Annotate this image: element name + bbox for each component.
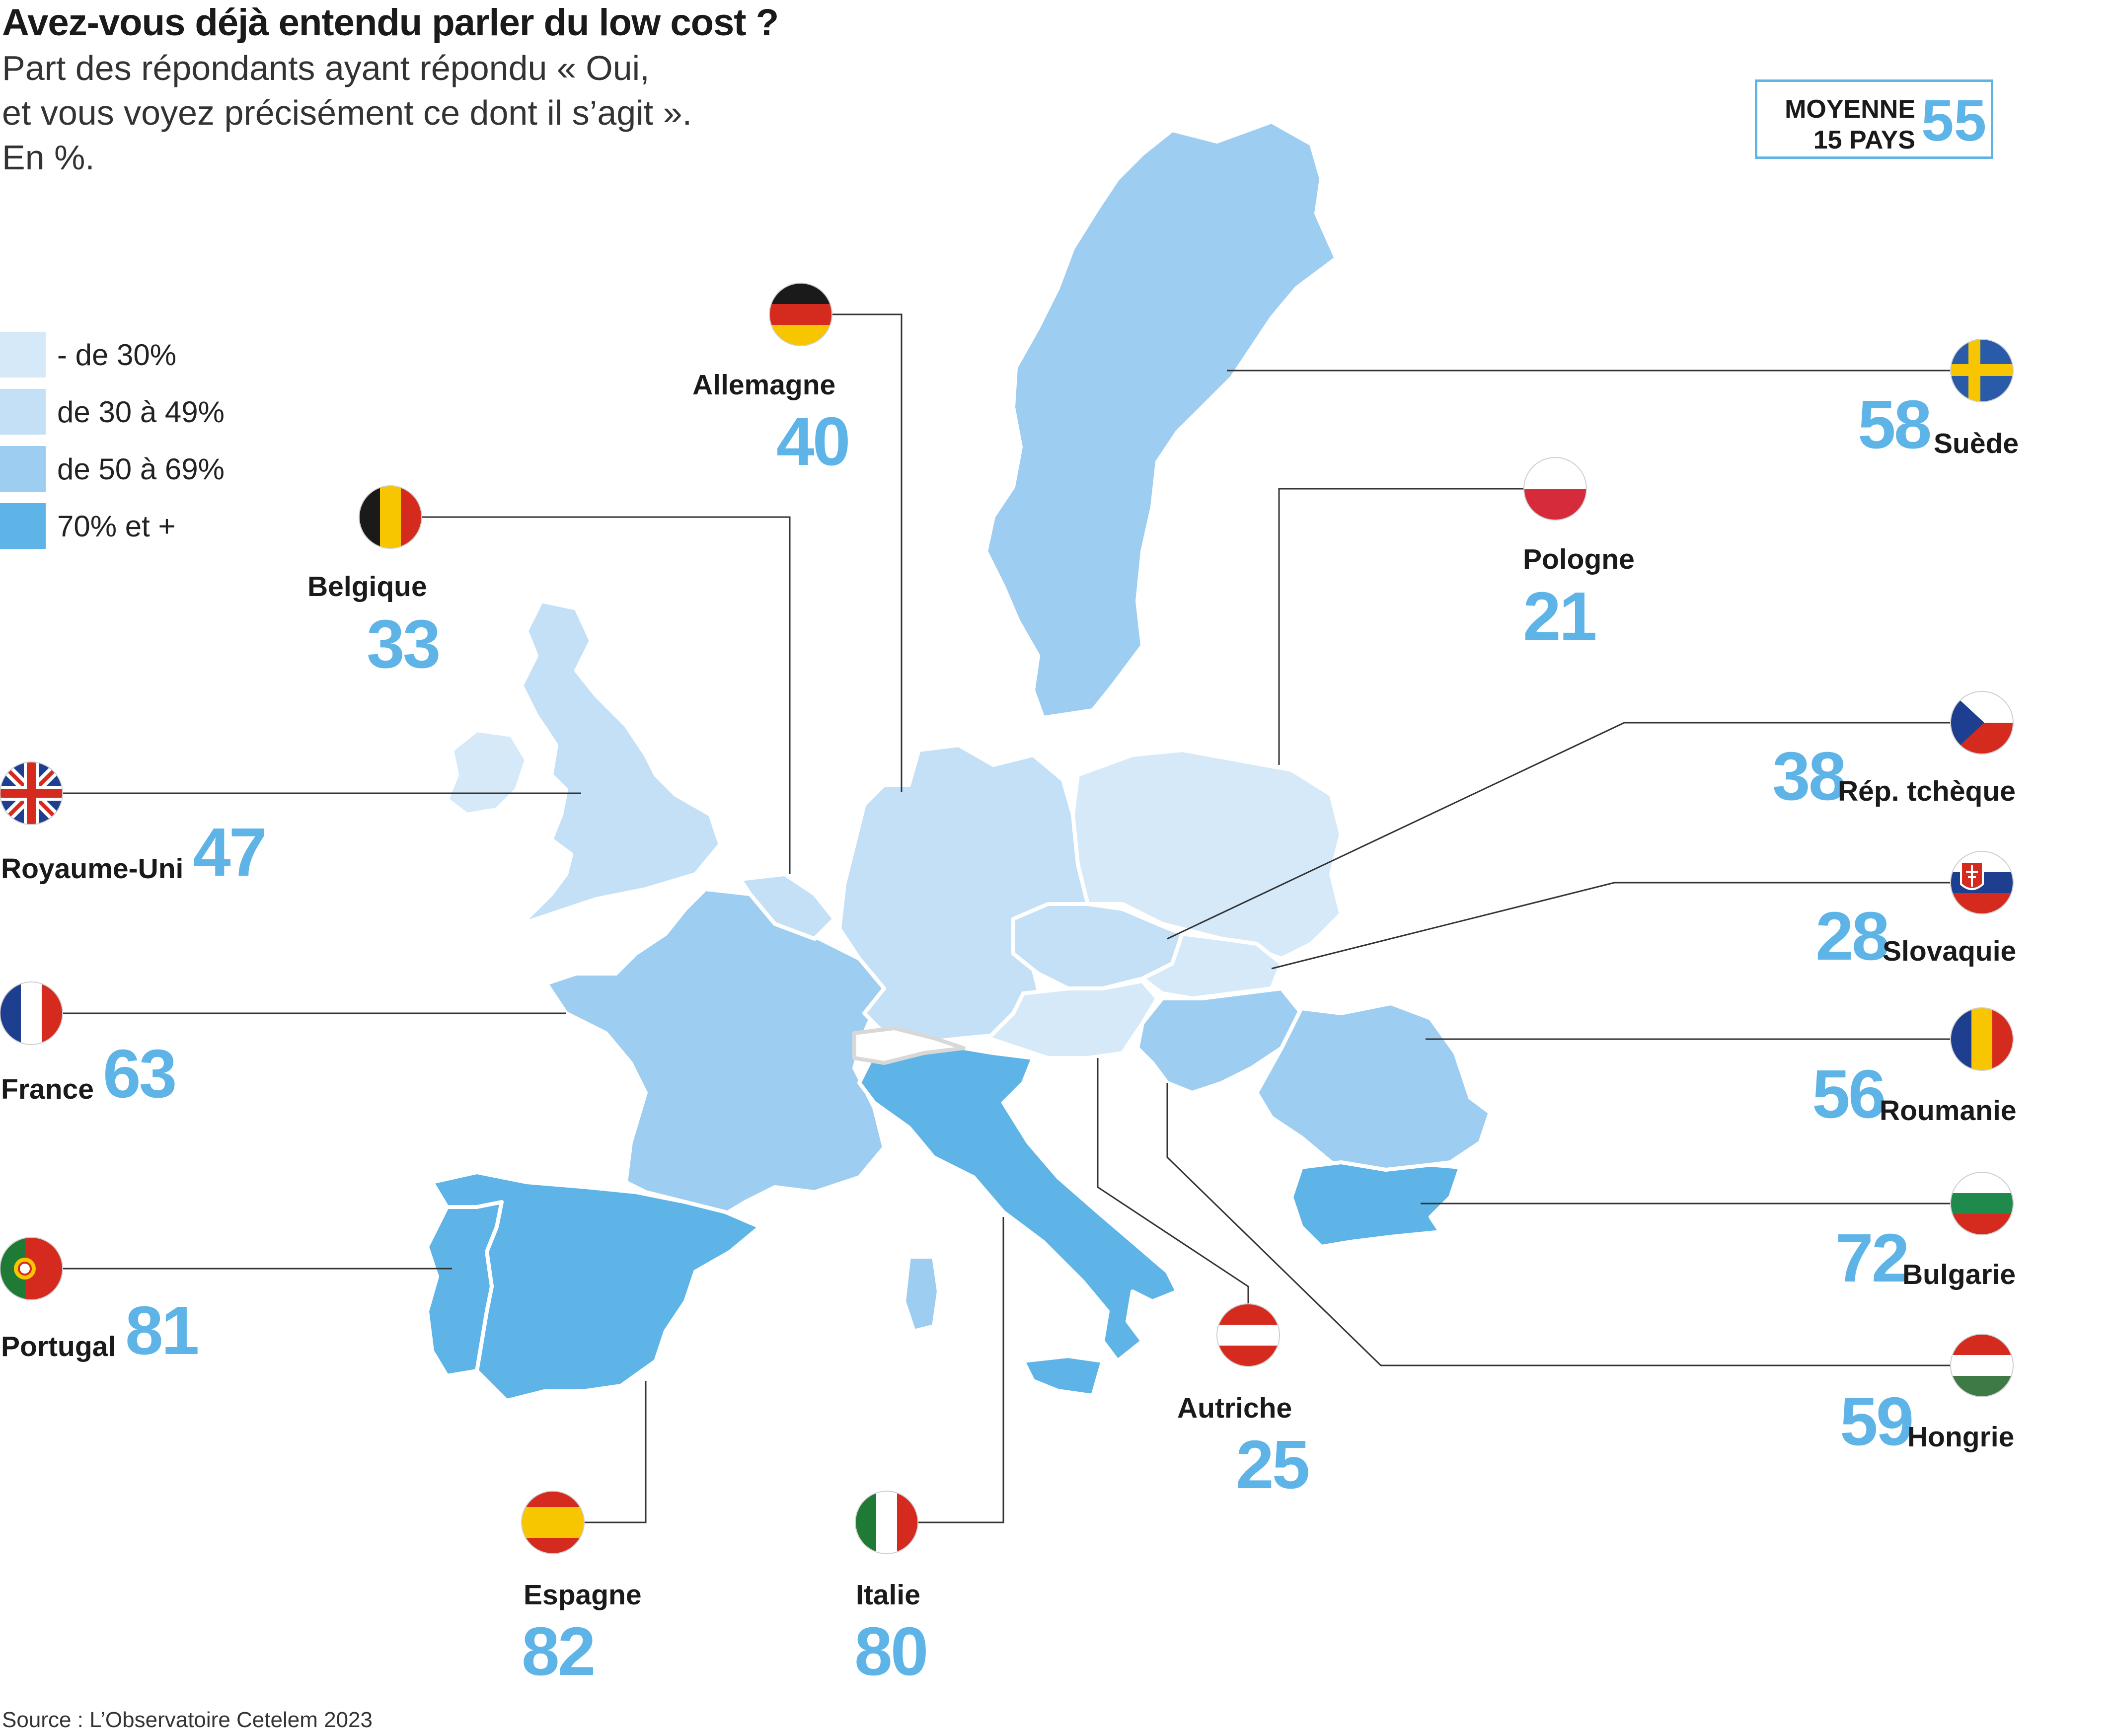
leader-line-italie (918, 1217, 1004, 1523)
label-france-value: 63 (103, 1036, 177, 1112)
label-belgique-name: Belgique (307, 571, 427, 603)
label-portugal-name: Portugal (1, 1331, 116, 1362)
leader-line-rep-tcheque (1167, 722, 1951, 940)
label-hongrie-name: Hongrie (1907, 1421, 2015, 1453)
average-label-line-1: MOYENNE (1785, 95, 1915, 124)
label-italie-name: Italie (856, 1579, 920, 1611)
portugal-flag-icon (0, 1237, 63, 1300)
legend-swatch-under-30 (0, 332, 46, 377)
belgium-shape (738, 872, 836, 941)
average-label: MOYENNE 15 PAYS (1781, 94, 1915, 155)
label-allemagne-name: Allemagne (692, 369, 836, 401)
label-allemagne-value: 40 (776, 403, 850, 480)
italy-shape (857, 1046, 1179, 1363)
portugal-shape (425, 1200, 504, 1378)
sweden-flag-icon (1951, 339, 2013, 402)
leader-line-hongrie (1166, 1083, 1951, 1366)
bulgaria-shape (1289, 1160, 1462, 1249)
uk-shape (520, 599, 722, 926)
leader-line-autriche (1097, 1058, 1249, 1304)
romania-shape (1255, 1001, 1492, 1174)
ireland-shape (445, 728, 528, 817)
leader-line-allemagne (832, 313, 903, 792)
average-box: MOYENNE 15 PAYS 55 (1755, 79, 1993, 159)
source-note: Source : L’Observatoire Cetelem 2023 (2, 1708, 373, 1732)
label-bulgarie-name: Bulgarie (1902, 1259, 2016, 1290)
leader-line-belgique (422, 516, 791, 874)
label-autriche-value: 25 (1236, 1427, 1310, 1503)
legend-swatch-30-49 (0, 389, 46, 435)
subtitle-line-2: et vous voyez précisément ce dont il s’a… (2, 93, 692, 132)
legend-label-under-30: - de 30% (57, 338, 177, 372)
austria-shape (986, 979, 1159, 1060)
subtitle-line-1: Part des répondants ayant répondu « Oui, (2, 49, 650, 87)
legend-label-50-69: de 50 à 69% (57, 453, 225, 486)
hungary-shape (1135, 986, 1303, 1095)
leader-line-slovaquie (1271, 882, 1951, 970)
legend-label-30-49: de 30 à 49% (57, 395, 225, 429)
country-shapes (425, 120, 1492, 1403)
label-pologne-value: 21 (1523, 578, 1597, 655)
leader-lines (63, 313, 1951, 1523)
sicily-shape (1021, 1354, 1105, 1398)
label-belgique-value: 33 (367, 606, 441, 682)
label-royaume-uni-value: 47 (193, 814, 267, 891)
label-hongrie-value: 59 (1840, 1383, 1914, 1460)
leader-line-pologne (1278, 488, 1524, 765)
map-subtitle: Part des répondants ayant répondu « Oui,… (2, 46, 692, 180)
legend-swatch-70-plus (0, 503, 46, 549)
label-pologne-name: Pologne (1523, 543, 1635, 575)
france-flag-icon (0, 982, 63, 1045)
sardinia-shape (902, 1255, 941, 1333)
label-espagne-value: 82 (522, 1613, 596, 1690)
label-roumanie-value: 56 (1812, 1056, 1886, 1132)
label-france-name: France (1, 1073, 94, 1105)
flag-outlines (0, 283, 2014, 1554)
subtitle-line-3: En %. (2, 138, 95, 177)
label-slovaquie-name: Slovaquie (1883, 935, 2017, 967)
label-suede-value: 58 (1858, 386, 1932, 463)
map-title: Avez-vous déjà entendu parler du low cos… (2, 1, 779, 44)
average-label-line-2: 15 PAYS (1813, 126, 1915, 154)
average-value: 55 (1921, 88, 1987, 153)
label-italie-value: 80 (854, 1613, 928, 1690)
uk-flag-icon (0, 762, 63, 825)
label-portugal-value: 81 (125, 1292, 199, 1369)
label-rep-tcheque-value: 38 (1772, 738, 1846, 815)
legend-label-70-plus: 70% et + (57, 510, 176, 543)
label-espagne-name: Espagne (524, 1579, 642, 1611)
label-suede-name: Suède (1934, 428, 2019, 459)
label-rep-tcheque-name: Rép. tchèque (1838, 775, 2016, 807)
label-slovaquie-value: 28 (1815, 898, 1889, 975)
legend-swatch-50-69 (0, 446, 46, 492)
germany-shape (837, 743, 1090, 1045)
switzerland-shape (852, 1026, 966, 1065)
label-royaume-uni-name: Royaume-Uni (1, 853, 184, 885)
slovakia-flag-icon (1951, 851, 2013, 914)
label-roumanie-name: Roumanie (1880, 1095, 2017, 1127)
label-bulgarie-value: 72 (1835, 1220, 1909, 1296)
france-shape (544, 887, 886, 1219)
label-autriche-name: Autriche (1177, 1392, 1292, 1424)
leader-line-espagne (584, 1381, 647, 1523)
sweden-shape (984, 120, 1338, 720)
